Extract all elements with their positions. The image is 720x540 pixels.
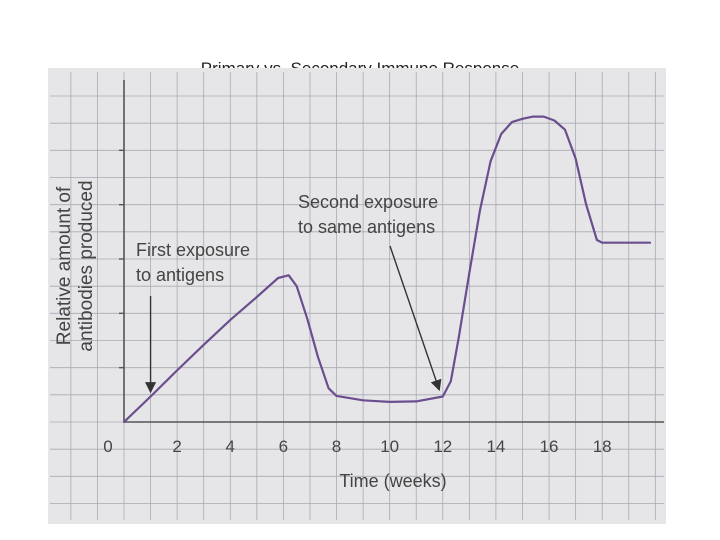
x-tick-label: 14 (486, 437, 505, 456)
annotation-first-exposure-line2: to antigens (136, 265, 224, 285)
x-tick-label: 12 (433, 437, 452, 456)
x-axis-label: Time (weeks) (339, 471, 446, 491)
data-series (122, 115, 652, 424)
antibody-response-line (122, 115, 652, 424)
x-tick-labels: 0 2 4 6 8 10 12 14 16 18 (103, 437, 611, 456)
annotation-second-exposure-line1: Second exposure (298, 192, 438, 212)
annotations: First exposure to antigens Second exposure… (136, 192, 442, 394)
axes (119, 80, 664, 423)
x-tick-label: 2 (172, 437, 181, 456)
immune-response-chart: 0 2 4 6 8 10 12 14 16 18 First exposure to antigen… (50, 72, 664, 520)
x-tick-label: 16 (540, 437, 559, 456)
x-tick-label: 10 (380, 437, 399, 456)
x-tick-label: 4 (226, 437, 235, 456)
x-tick-label: 8 (332, 437, 341, 456)
annotation-first-exposure-line1: First exposure (136, 240, 250, 260)
slide-title: Primary vs. Secondary Immune Response (200, 59, 520, 70)
y-axis-label-line1: Relative amount of (54, 186, 75, 345)
annotation-second-exposure-line2: to same antigens (298, 217, 435, 237)
x-tick-label: 18 (593, 437, 612, 456)
x-tick-label: 0 (103, 437, 112, 456)
x-tick-label: 6 (279, 437, 288, 456)
grid (50, 72, 664, 520)
annotation-arrow-second-exposure (389, 245, 442, 392)
y-axis-label-line2: antibodies produced (76, 180, 97, 351)
chart-figure: 0 2 4 6 8 10 12 14 16 18 First exposure to antigen… (48, 68, 666, 524)
